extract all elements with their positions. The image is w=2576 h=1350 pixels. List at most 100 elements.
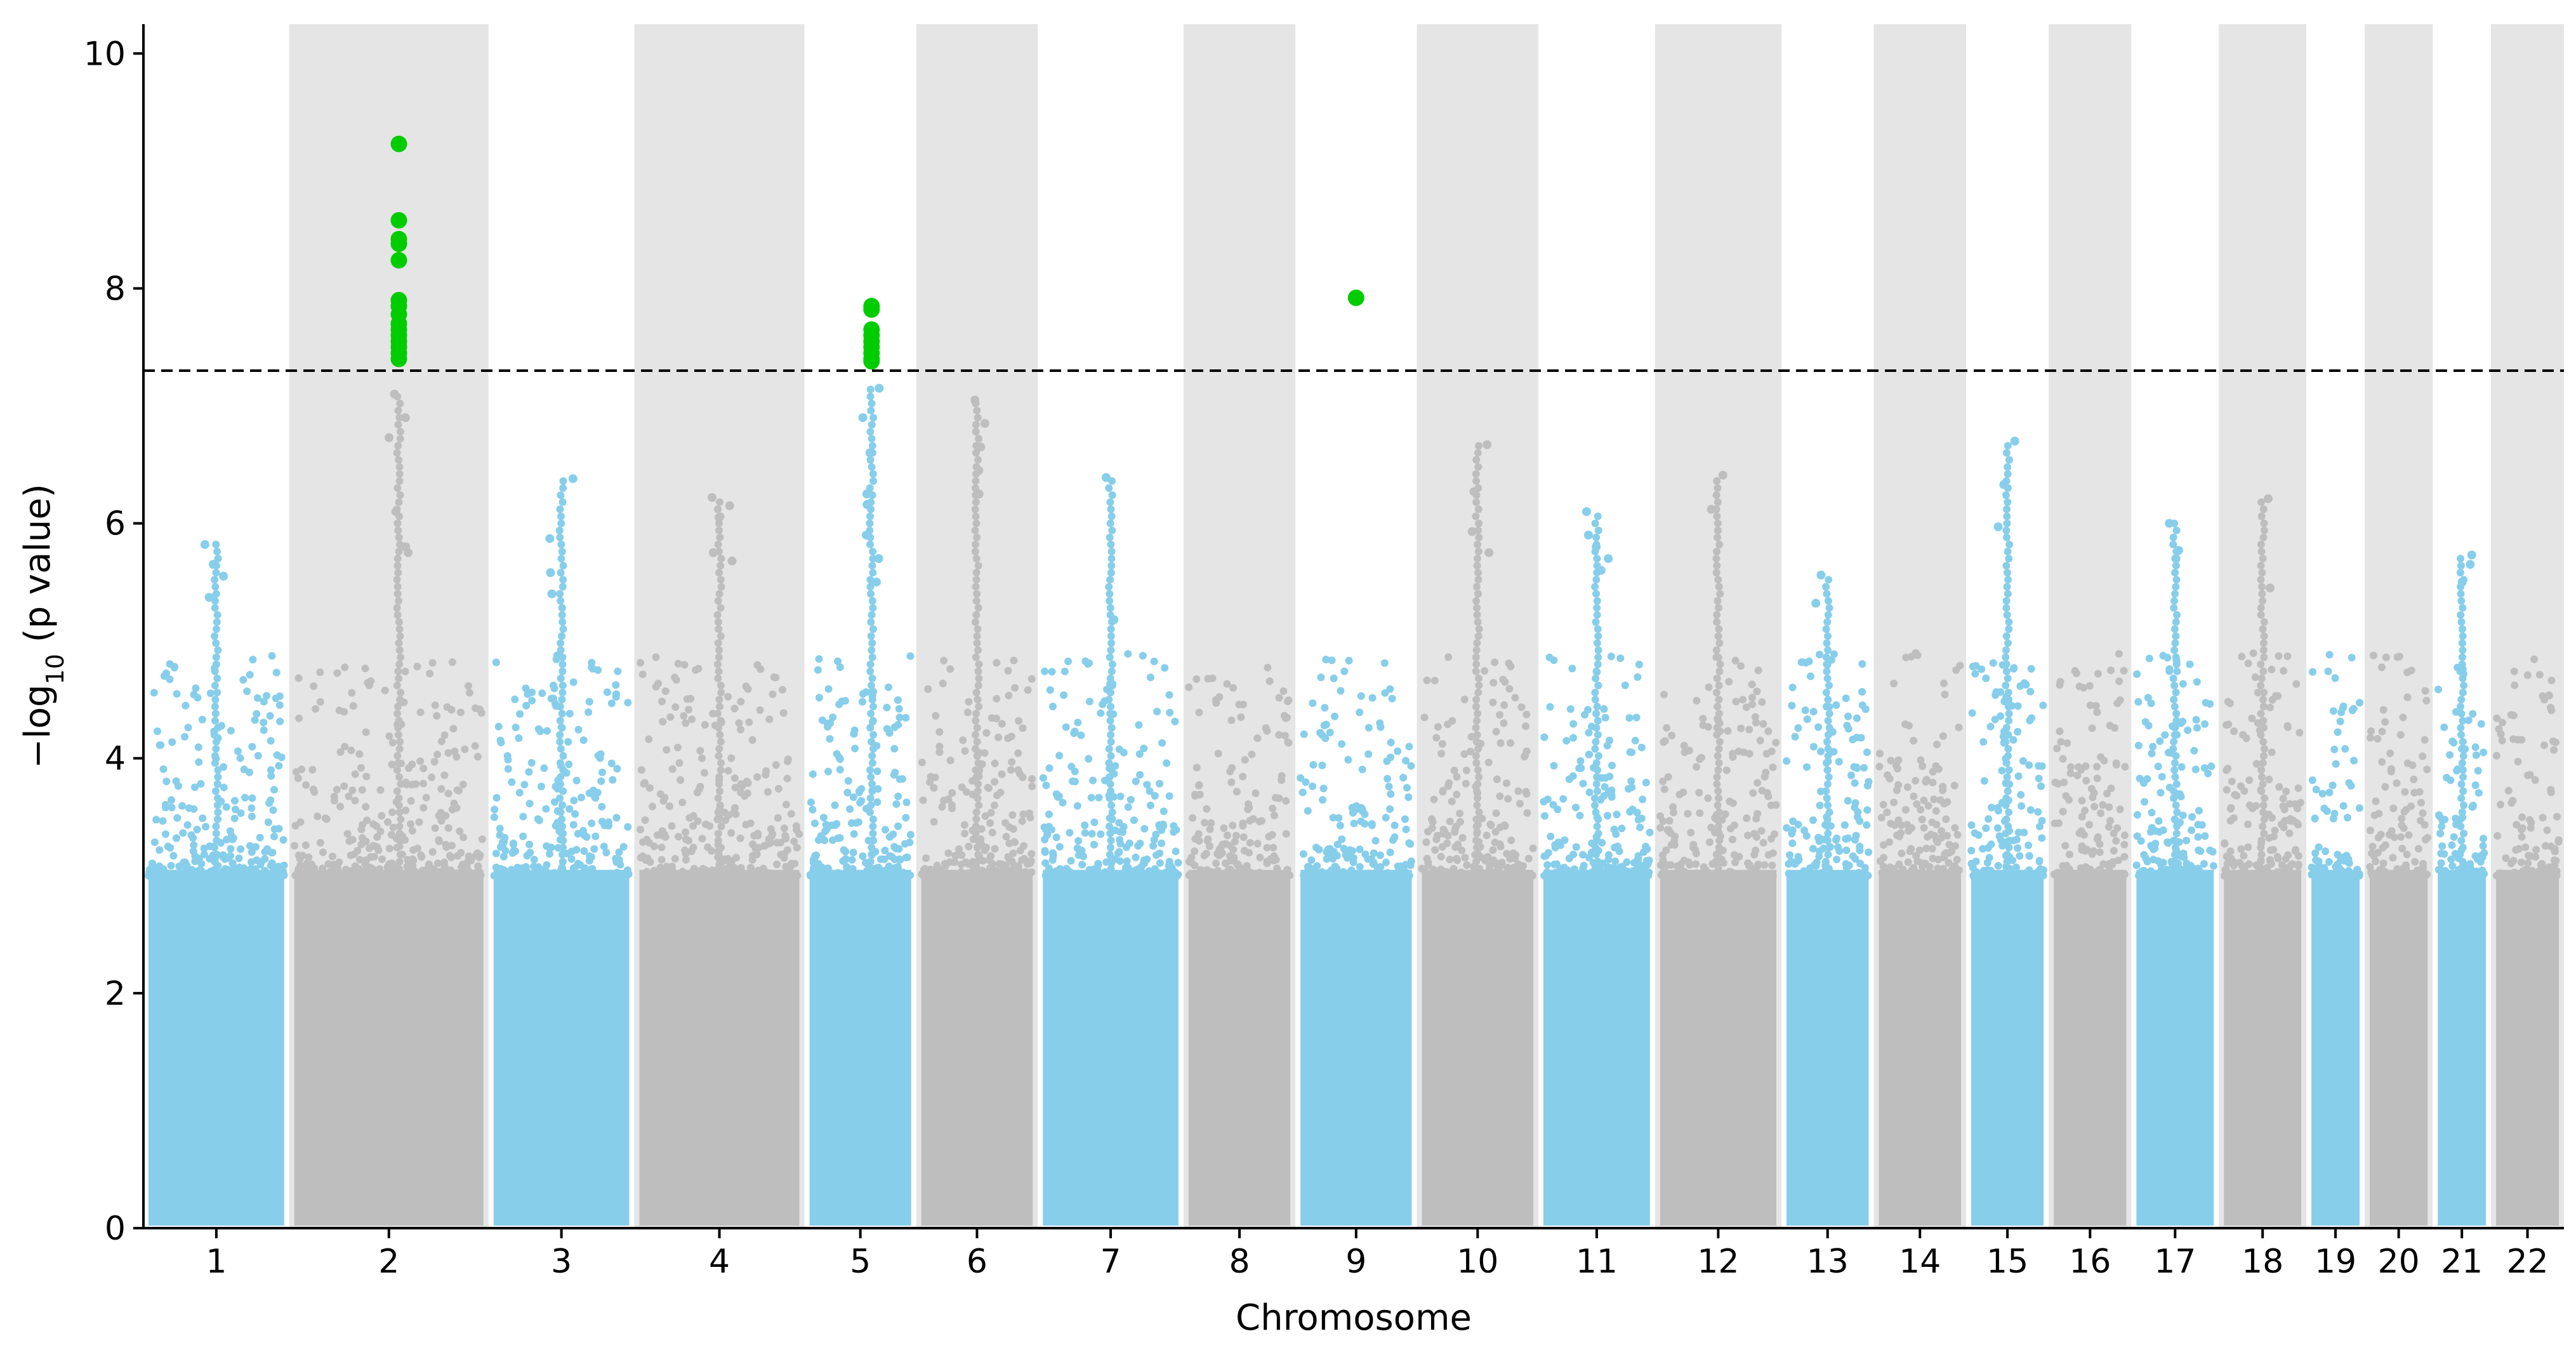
data-point [248, 858, 256, 866]
data-point [807, 798, 815, 806]
data-point [393, 590, 402, 598]
data-point [1879, 800, 1887, 809]
data-point [1401, 815, 1409, 823]
data-point [1858, 660, 1866, 668]
data-point [875, 383, 884, 393]
data-point [986, 864, 994, 872]
data-point [1591, 689, 1599, 697]
data-point [1694, 871, 1702, 880]
data-point [894, 822, 902, 830]
data-point [395, 470, 404, 478]
data-point [1748, 700, 1756, 708]
data-point [819, 814, 828, 822]
data-point [1146, 787, 1154, 795]
data-point [1592, 590, 1600, 598]
data-point [393, 555, 402, 563]
points-chr-8 [1185, 663, 1294, 880]
data-point [395, 548, 403, 555]
data-point [2282, 855, 2290, 863]
data-point [492, 849, 500, 857]
data-point [1979, 866, 1988, 875]
data-point [574, 725, 583, 734]
data-point [558, 667, 567, 675]
data-point [716, 533, 724, 541]
data-point [1224, 831, 1231, 840]
data-point [1105, 744, 1113, 753]
data-point [1744, 831, 1752, 840]
data-point [715, 569, 723, 577]
data-point [1074, 718, 1082, 727]
data-point [2554, 836, 2563, 844]
data-point [2096, 840, 2104, 848]
data-point [714, 830, 722, 838]
data-point [426, 670, 434, 678]
data-point [826, 735, 834, 743]
data-point [1933, 741, 1941, 748]
data-point [546, 568, 555, 578]
data-point [557, 780, 564, 788]
data-point [1317, 673, 1325, 682]
data-point [348, 689, 356, 697]
data-point [2002, 660, 2011, 668]
data-point [2552, 738, 2559, 746]
data-point [1046, 686, 1054, 694]
data-point [1692, 860, 1700, 868]
data-point [938, 870, 946, 878]
data-point [2308, 871, 2316, 878]
data-point [2530, 655, 2539, 663]
data-point [1876, 750, 1884, 758]
data-point [557, 639, 565, 647]
data-point [1361, 871, 1370, 880]
data-point [2419, 752, 2427, 760]
data-point [2393, 653, 2401, 661]
data-point [370, 852, 378, 861]
data-point [2002, 801, 2010, 809]
data-point [556, 703, 564, 711]
data-point [1246, 838, 1254, 847]
data-point [2271, 826, 2279, 835]
data-point [885, 729, 894, 737]
data-point [1370, 849, 1378, 857]
data-point [1705, 871, 1712, 880]
data-point [867, 689, 875, 697]
data-point [1472, 724, 1480, 732]
data-point [961, 830, 969, 838]
data-point [654, 868, 662, 876]
data-point [1212, 859, 1220, 868]
data-point [2142, 870, 2150, 878]
data-point [1930, 795, 1938, 804]
data-point [685, 706, 693, 713]
data-point [1441, 828, 1449, 836]
data-point [396, 632, 404, 640]
data-point [319, 848, 327, 856]
data-point [2201, 832, 2209, 840]
data-point [1943, 831, 1951, 840]
data-point [150, 689, 158, 697]
data-point [1052, 833, 1060, 842]
data-point [1496, 739, 1505, 747]
data-point [2332, 863, 2340, 871]
data-point [168, 738, 176, 746]
data-point [578, 793, 585, 802]
data-point [1008, 758, 1016, 766]
data-point [2147, 699, 2155, 708]
data-point [2476, 858, 2485, 866]
data-point [972, 512, 980, 520]
data-point [851, 744, 859, 753]
data-point [1585, 854, 1593, 862]
data-point [1714, 498, 1722, 506]
data-point [2466, 863, 2474, 871]
data-point [1105, 759, 1113, 767]
data-point [1474, 540, 1482, 548]
point-cloud-chr-22 [2496, 870, 2559, 1226]
data-point [556, 717, 564, 725]
data-point [1593, 611, 1601, 619]
data-point [558, 801, 566, 809]
data-point [1585, 729, 1593, 737]
data-point [866, 857, 875, 866]
data-point [1376, 719, 1384, 727]
data-point [2121, 763, 2129, 771]
data-point [2170, 625, 2179, 633]
data-point [1239, 833, 1248, 841]
data-point [715, 744, 723, 753]
